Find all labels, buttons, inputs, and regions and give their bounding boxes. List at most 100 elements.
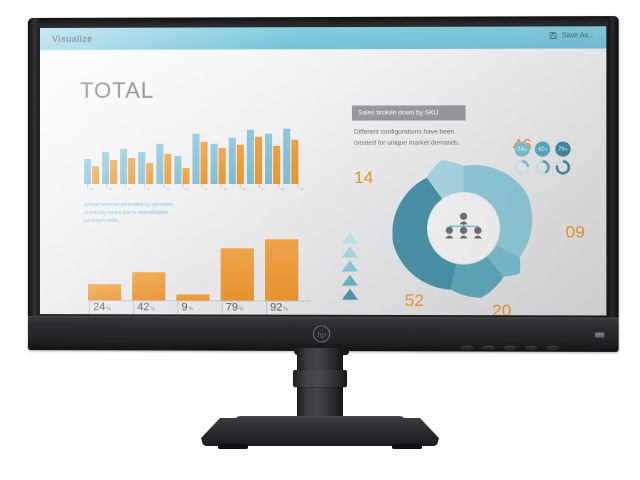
percent-divider: [89, 300, 91, 315]
percent-symbol: %: [239, 306, 244, 313]
stand-foot-right: [392, 444, 422, 449]
percent-label: 79%: [226, 301, 244, 313]
percent-bar: [88, 284, 122, 301]
chin-highlight: [28, 316, 619, 319]
bar-blue: [228, 137, 236, 184]
triangle-indicator-stack: [341, 232, 359, 300]
bottom-percent-bar-chart: [88, 228, 307, 301]
axis-tick: [239, 184, 241, 189]
bar-blue: [120, 148, 128, 184]
axis-tick: [297, 184, 299, 189]
hp-monitor: Visualize Save As... TOTAL: [28, 16, 619, 356]
percent-label: 24%: [93, 301, 111, 313]
percent-divider: [177, 300, 179, 315]
bar-orange: [182, 168, 190, 184]
axis-tick-label: '13: [184, 187, 189, 192]
svg-text:hp: hp: [317, 329, 326, 339]
bezel-right: [608, 16, 619, 352]
axis-tick-label: '17: [260, 187, 265, 192]
axis-tick-label: '15: [222, 187, 227, 192]
osd-button[interactable]: [460, 345, 474, 351]
bar-group: [228, 128, 244, 184]
percent-divider: [133, 300, 135, 315]
bar-blue: [192, 133, 200, 184]
osd-button[interactable]: [503, 345, 517, 351]
donut-number-52: 52: [404, 290, 424, 310]
badge-symbol: %: [544, 147, 548, 152]
percent-label: 9%: [181, 301, 193, 313]
triangle-up-icon: [341, 288, 359, 300]
bar-orange: [218, 147, 226, 184]
axis-tick: [258, 184, 260, 189]
percent-value: 9: [181, 301, 188, 314]
top-chart-axis: '08 '09 '10 '11 '12 '13 '14 '15 '16 '17 '18 '19: [84, 184, 313, 193]
triangle-up-icon: [341, 246, 359, 258]
bar-group: [246, 128, 262, 184]
bar-orange: [273, 146, 281, 184]
app-title: Visualize: [52, 33, 93, 44]
bezel-top: [28, 16, 619, 27]
app-header: Visualize Save As...: [39, 26, 607, 50]
osd-button[interactable]: [524, 345, 538, 351]
hp-logo: hp: [310, 324, 332, 344]
triangle-up-icon: [341, 274, 359, 286]
top-paired-bar-chart: [84, 128, 313, 184]
percent-bar: [132, 272, 166, 301]
percent-badge: 79%: [555, 141, 571, 175]
percent-value: 42: [137, 301, 150, 314]
bar-group: [283, 128, 299, 184]
percent-symbol: %: [283, 306, 288, 313]
bar-blue: [283, 128, 291, 184]
slide-canvas: TOTAL '08'09'10'11'12'13'14'15'16'17'18 '…: [40, 48, 606, 316]
osd-button[interactable]: [546, 345, 560, 351]
save-as-label: Save As...: [561, 31, 595, 39]
percent-symbol: %: [106, 306, 111, 313]
bar-orange: [200, 141, 208, 184]
axis-tick: [182, 184, 184, 189]
axis-tick: [201, 184, 203, 189]
percent-symbol: %: [150, 306, 155, 313]
bar-orange: [110, 160, 118, 184]
axis-tick-label: '16: [241, 187, 246, 192]
axis-tick-label: '08: [89, 187, 93, 192]
bezel-left: [28, 17, 39, 351]
osd-button-group[interactable]: [460, 345, 560, 351]
monitor-chin: hp: [28, 316, 619, 356]
save-disk-icon: [550, 31, 558, 39]
percent-label: 92%: [270, 302, 288, 314]
percent-bar: [220, 248, 254, 301]
percent-value: 79: [225, 301, 239, 314]
percent-divider: [221, 300, 223, 315]
badge-progress-ring: [555, 160, 570, 175]
percent-badge: 24%: [514, 141, 530, 175]
percent-label: 42%: [137, 301, 155, 313]
power-indicator[interactable]: [595, 332, 605, 338]
bar-orange: [254, 136, 262, 184]
badge-symbol: %: [523, 147, 527, 152]
osd-button[interactable]: [481, 345, 496, 351]
bar-group: [120, 128, 136, 184]
bar-blue: [246, 130, 254, 184]
bar-orange: [92, 166, 100, 184]
percent-divider: [266, 300, 268, 315]
axis-tick-label: '18: [280, 187, 285, 192]
callout-heading: Sales broken down by SKU: [351, 105, 466, 121]
save-as-button[interactable]: Save As...: [550, 31, 594, 39]
page-title: TOTAL: [80, 77, 155, 103]
donut-number-14: 14: [353, 167, 374, 188]
bar-group: [210, 128, 226, 184]
bar-group: [174, 128, 190, 184]
axis-tick-label: '19: [299, 187, 304, 192]
donut-number-09: 09: [565, 222, 585, 242]
badge-circle: 42%: [534, 141, 551, 157]
monitor-panel: Visualize Save As... TOTAL: [28, 16, 619, 356]
donut-number-20: 20: [492, 301, 512, 316]
axis-tick: [163, 184, 165, 189]
bar-blue: [102, 152, 110, 184]
chart-caption: Annual revenue generated by sprockets dr…: [84, 202, 173, 224]
bar-blue: [265, 133, 273, 184]
bar-group: [84, 128, 100, 184]
stand-base: [201, 418, 439, 446]
axis-tick-label: '14: [203, 187, 208, 192]
